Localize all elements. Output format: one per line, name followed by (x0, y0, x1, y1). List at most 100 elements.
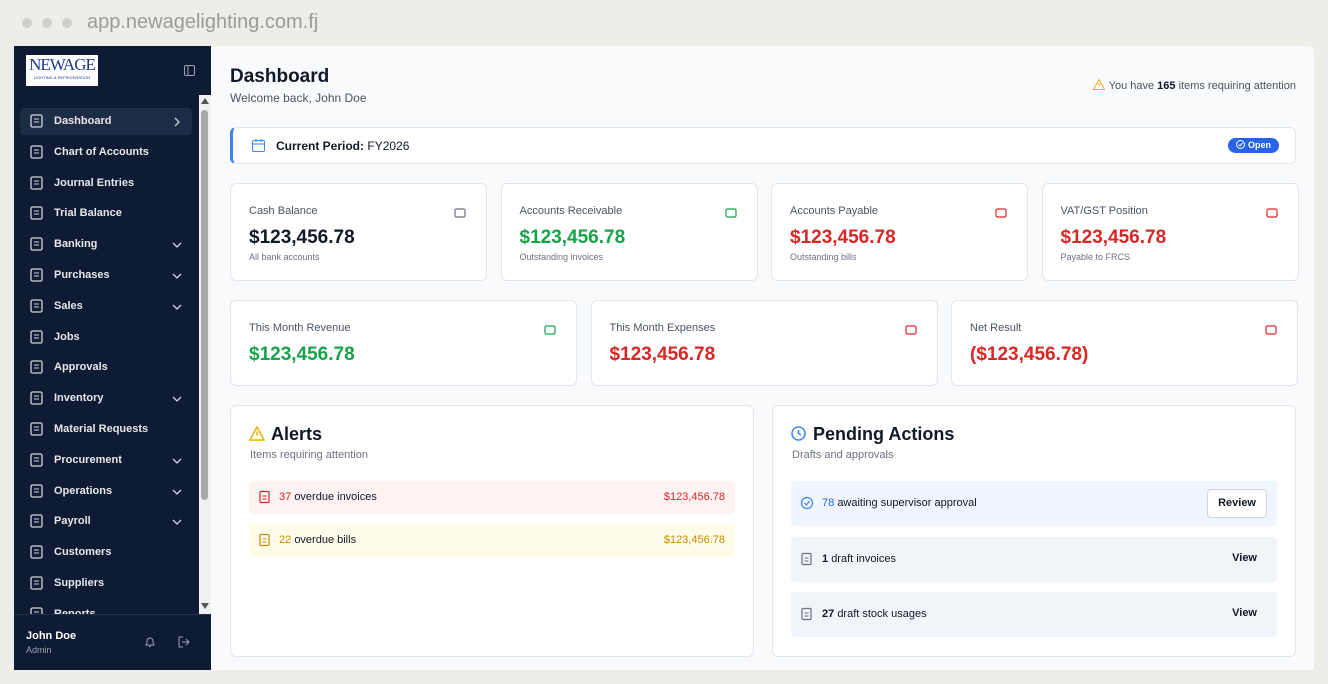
nav-icon (30, 453, 44, 472)
stat-value: $123,456.78 (249, 227, 355, 248)
collapse-button[interactable] (184, 65, 196, 77)
stat-note: All bank accounts (249, 252, 320, 262)
attention-notice: You have 165 items requiring attention (1092, 78, 1296, 92)
nav-item[interactable]: Banking (20, 231, 192, 258)
stat-value: $123,456.78 (249, 344, 355, 365)
pending-action[interactable]: View (1232, 607, 1257, 619)
nav-list: Dashboard Chart of Accounts Journal Entrie… (14, 95, 199, 614)
stat-value: $123,456.78 (519, 227, 626, 248)
nav-icon (30, 422, 44, 441)
nav-item[interactable]: Suppliers (20, 570, 192, 597)
stat-icon (904, 324, 919, 343)
stat-icon (1265, 324, 1279, 343)
nav-chevron (170, 392, 184, 411)
stat-label: Net Result (970, 322, 1022, 334)
app-window: NEWAGE LIGHTING & REFRIGERATION Dashboar… (14, 46, 1314, 670)
stat-value: $123,456.78 (609, 344, 716, 365)
alert-icon (259, 490, 273, 510)
nav-icon (30, 237, 44, 256)
nav-item[interactable]: Jobs (20, 324, 192, 351)
notifications-button[interactable] (144, 636, 156, 648)
nav-label: Reports (54, 607, 96, 614)
stat-icon (544, 324, 558, 343)
logo-tagline: LIGHTING & REFRIGERATION (33, 75, 91, 80)
nav-icon (30, 360, 44, 379)
stat-label: Accounts Payable (790, 205, 879, 217)
logo-name: NEWAGE (29, 55, 96, 74)
stat-icon (1265, 207, 1280, 226)
logo: NEWAGE LIGHTING & REFRIGERATION (26, 55, 98, 86)
stat-card: VAT/GST Position $123,456.78 Payable to FR… (1041, 183, 1299, 281)
alert-row[interactable]: 22 overdue bills $123,456.78 (249, 524, 735, 557)
nav-label: Jobs (54, 330, 80, 343)
nav-icon (30, 514, 44, 533)
nav-item[interactable]: Trial Balance (20, 200, 192, 227)
stat-note: Outstanding invoices (519, 252, 604, 262)
nav-icon (30, 114, 44, 133)
nav-label: Banking (54, 238, 98, 251)
pending-icon (801, 607, 815, 627)
stat-card: Accounts Payable $123,456.78 Outstanding b… (771, 183, 1028, 281)
nav-item[interactable]: Journal Entries (20, 170, 192, 197)
logout-button[interactable] (178, 636, 190, 648)
stat-value: $123,456.78 (790, 227, 896, 248)
alert-amount: $123,456.78 (663, 534, 725, 546)
attention-count: 165 (1157, 80, 1176, 92)
pending-text: 78 awaiting supervisor approval (822, 497, 977, 509)
nav-item[interactable]: Customers (20, 539, 192, 566)
nav-item[interactable]: Material Requests (20, 416, 192, 443)
sidebar: NEWAGE LIGHTING & REFRIGERATION Dashboar… (14, 46, 211, 670)
pending-label: draft invoices (831, 552, 896, 565)
nav-item[interactable]: Reports (20, 601, 192, 614)
nav-icon (30, 391, 44, 410)
alerts-panel: Alerts Items requiring attention 37 over… (230, 405, 754, 657)
alert-row[interactable]: 37 overdue invoices $123,456.78 (249, 481, 735, 514)
nav-item[interactable]: Inventory (20, 385, 192, 412)
stat-value: ($123,456.78) (970, 344, 1089, 365)
nav-chevron (170, 269, 184, 288)
stat-card: Accounts Receivable $123,456.78 Outstandin… (500, 183, 758, 281)
nav-chevron (170, 485, 184, 504)
alerts-title: Alerts (271, 424, 323, 444)
alert-icon (259, 533, 273, 553)
pending-title: Pending Actions (813, 424, 955, 444)
scrollbar (199, 95, 211, 614)
pending-label: awaiting supervisor approval (837, 497, 977, 509)
nav-item[interactable]: Approvals (20, 354, 192, 381)
nav-icon (30, 545, 44, 564)
stat-label: Accounts Receivable (519, 205, 623, 217)
user-role: Admin (26, 645, 52, 655)
stat-card: Net Result ($123,456.78) (951, 300, 1298, 386)
url[interactable]: app.newagelighting.com.fj (87, 11, 319, 33)
pending-row: 78 awaiting supervisor approval Review (791, 481, 1277, 526)
nav-label: Inventory (54, 392, 104, 405)
alert-count: 37 (279, 491, 292, 503)
nav-item[interactable]: Operations (20, 478, 192, 505)
nav-icon (30, 145, 44, 164)
nav-item[interactable]: Dashboard (20, 108, 192, 135)
pending-action[interactable]: View (1232, 551, 1257, 564)
nav-label: Journal Entries (54, 176, 135, 189)
stat-card: This Month Revenue $123,456.78 (230, 300, 577, 386)
nav-item[interactable]: Sales (20, 293, 192, 320)
nav-chevron (170, 115, 184, 134)
alert-amount: $123,456.78 (663, 491, 725, 503)
nav-item[interactable]: Payroll (20, 508, 192, 535)
stat-label: This Month Revenue (249, 322, 351, 334)
nav-icon (30, 268, 44, 287)
nav-label: Procurement (54, 453, 122, 466)
nav-label: Sales (54, 299, 83, 312)
nav-icon (30, 576, 44, 595)
nav-chevron (170, 515, 184, 534)
nav-item[interactable]: Procurement (20, 447, 192, 474)
nav-icon (30, 175, 44, 195)
stat-icon (995, 207, 1009, 226)
window-controls (22, 18, 72, 28)
nav-item[interactable]: Purchases (20, 262, 192, 289)
nav-item[interactable]: Chart of Accounts (20, 139, 192, 166)
nav-label: Operations (54, 484, 113, 497)
pending-icon (801, 552, 815, 572)
nav-icon (30, 607, 44, 614)
pending-action[interactable]: Review (1207, 489, 1267, 518)
